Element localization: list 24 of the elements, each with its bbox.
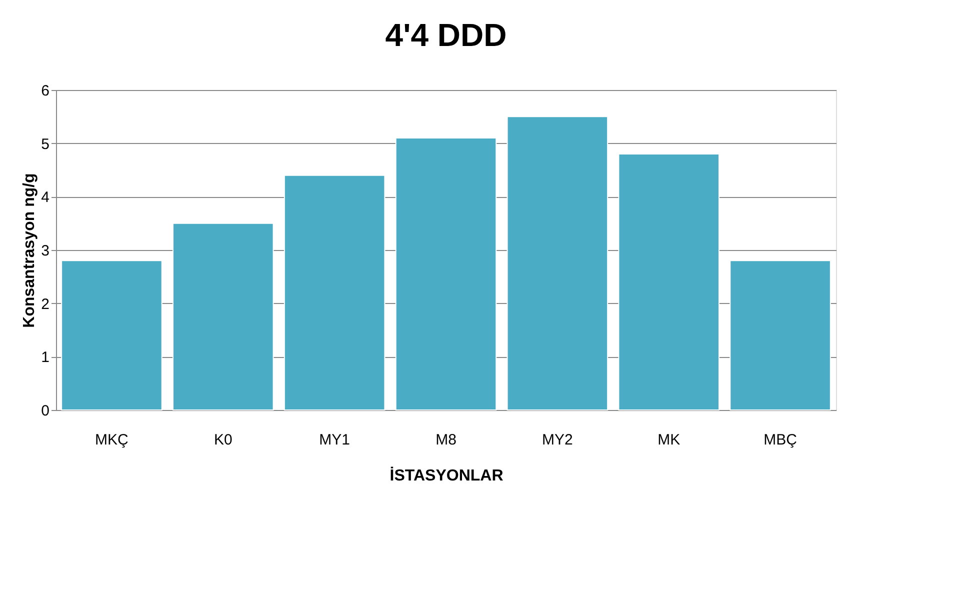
chart-title: 4'4 DDD — [385, 17, 507, 53]
x-tick-label: MBÇ — [764, 432, 798, 448]
x-axis-title: İSTASYONLAR — [390, 466, 504, 484]
x-tick-label: MK — [658, 432, 680, 448]
x-tick-label: M8 — [436, 432, 456, 448]
bar — [172, 222, 274, 410]
y-tick-label: 0 — [41, 402, 50, 420]
y-axis-title: Konsantrasyon ng/g — [21, 173, 38, 328]
y-tick-label: 1 — [41, 349, 50, 366]
y-tick-label: 6 — [41, 82, 50, 100]
bar — [395, 138, 497, 410]
y-tick-label: 3 — [41, 242, 50, 260]
bar — [61, 260, 162, 410]
x-tick-label: K0 — [214, 432, 232, 448]
x-tick-label: MY1 — [319, 432, 350, 448]
y-tick-label: 4 — [41, 189, 50, 206]
x-tick-label: MKÇ — [95, 432, 129, 448]
bar — [618, 154, 720, 410]
bar — [730, 260, 831, 410]
y-tick-label: 2 — [41, 296, 50, 313]
bar — [506, 116, 608, 410]
x-tick-label: MY2 — [542, 432, 573, 448]
bar — [284, 174, 386, 410]
y-tick-label: 5 — [41, 136, 50, 153]
